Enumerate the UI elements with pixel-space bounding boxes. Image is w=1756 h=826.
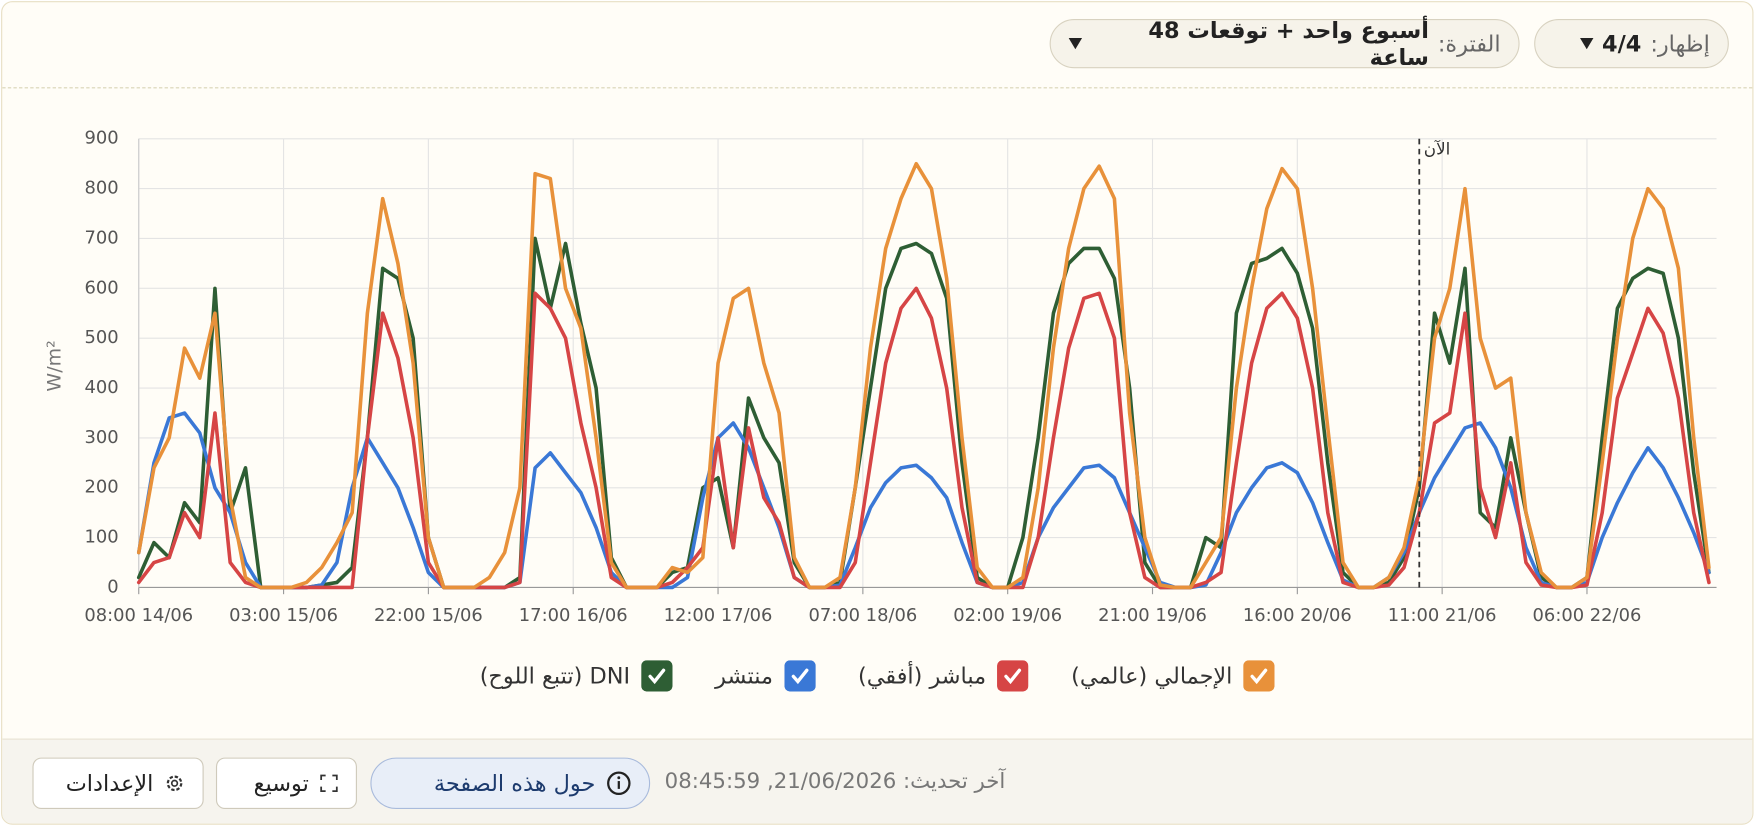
checkmark xyxy=(1004,668,1022,685)
chart: W/m² 0 100 200 300 400 500 600 700 800 900 08:00 1… xyxy=(43,128,1717,626)
y-axis-label: W/m² xyxy=(43,340,65,391)
checkbox-box xyxy=(1243,660,1275,692)
y-tick-label: 400 xyxy=(84,377,118,398)
expand-button[interactable]: توسيع xyxy=(215,757,357,810)
x-tick-label: 06:00 22/06 xyxy=(1533,605,1642,626)
expand-icon xyxy=(320,774,338,793)
y-tick-label: 700 xyxy=(84,227,118,248)
now-label: الآن xyxy=(1424,138,1451,158)
last-updated: آخر تحديث: 21/06/2026, 08:45:59 xyxy=(665,769,1006,794)
legend-label: الإجمالي (عالمي) xyxy=(1071,662,1233,690)
x-tick-label: 08:00 14/06 xyxy=(84,605,193,626)
legend: الإجمالي (عالمي) مباشر (أفقي) منتشر DNI (تت… xyxy=(2,660,1752,692)
x-tick-label: 16:00 20/06 xyxy=(1243,605,1352,626)
legend-item[interactable]: الإجمالي (عالمي) xyxy=(1071,660,1275,692)
dropdown-arrow xyxy=(1068,38,1082,50)
checkmark xyxy=(648,668,666,685)
checkmark xyxy=(791,668,809,685)
legend-item[interactable]: منتشر xyxy=(715,660,816,692)
settings-icon xyxy=(166,775,183,792)
legend-label: DNI (تتبع اللوح) xyxy=(479,662,631,690)
x-tick-label: 03:00 15/06 xyxy=(229,605,338,626)
legend-item[interactable]: DNI (تتبع اللوح) xyxy=(479,660,673,692)
dropdown-arrow xyxy=(1579,38,1594,50)
legend-item[interactable]: مباشر (أفقي) xyxy=(857,660,1029,692)
period-label: الفترة: xyxy=(1437,30,1501,58)
checkbox-box xyxy=(997,660,1029,692)
period-value: أسبوع واحد + توقعات 48 ساعة xyxy=(1148,16,1429,71)
y-tick-label: 0 xyxy=(107,576,118,597)
show-select[interactable]: إظهار: 4/4 xyxy=(1534,19,1729,69)
legend-label: مباشر (أفقي) xyxy=(857,662,987,690)
legend-label: منتشر xyxy=(715,662,773,690)
y-tick-label: 300 xyxy=(84,427,118,448)
show-label: إظهار: xyxy=(1650,30,1710,58)
x-tick-label: 11:00 21/06 xyxy=(1388,605,1497,626)
x-tick-label: 21:00 19/06 xyxy=(1098,605,1207,626)
y-tick-label: 500 xyxy=(84,327,118,348)
x-tick-label: 02:00 19/06 xyxy=(953,605,1062,626)
period-select[interactable]: الفترة: أسبوع واحد + توقعات 48 ساعة xyxy=(1049,16,1520,71)
y-tick-label: 900 xyxy=(84,128,118,149)
legend-checkbox[interactable] xyxy=(997,660,1029,692)
series-line xyxy=(136,411,1711,590)
checkmark xyxy=(1250,668,1268,685)
checkbox-box xyxy=(641,660,673,692)
series-line xyxy=(136,161,1711,590)
x-tick-label: 17:00 16/06 xyxy=(519,605,628,626)
y-tick-label: 800 xyxy=(84,178,118,199)
expand-label: توسيع xyxy=(253,769,309,797)
settings-label: الإعدادات xyxy=(65,769,154,797)
x-tick-label: 07:00 18/06 xyxy=(808,605,917,626)
footer: آخر تحديث: 21/06/2026, 08:45:59 حول هذه … xyxy=(2,738,1753,824)
y-tick-label: 200 xyxy=(84,477,118,498)
series-line xyxy=(136,286,1711,590)
legend-checkbox[interactable] xyxy=(641,660,673,692)
legend-checkbox[interactable] xyxy=(1243,660,1275,692)
info-icon xyxy=(607,771,631,796)
legend-checkbox[interactable] xyxy=(784,660,816,692)
divider xyxy=(2,87,1753,89)
checkbox-box xyxy=(784,660,816,692)
about-label: حول هذه الصفحة xyxy=(433,769,596,797)
x-tick-label: 12:00 17/06 xyxy=(664,605,773,626)
last-updated-label: آخر تحديث: xyxy=(902,768,1006,794)
x-tick-label: 22:00 15/06 xyxy=(374,605,483,626)
about-button[interactable]: حول هذه الصفحة xyxy=(370,757,651,810)
y-tick-label: 600 xyxy=(84,277,118,298)
last-updated-value: 21/06/2026, 08:45:59 xyxy=(664,768,897,794)
show-value: 4/4 xyxy=(1602,30,1642,58)
y-tick-label: 100 xyxy=(84,527,118,548)
settings-button[interactable]: الإعدادات xyxy=(32,757,204,810)
